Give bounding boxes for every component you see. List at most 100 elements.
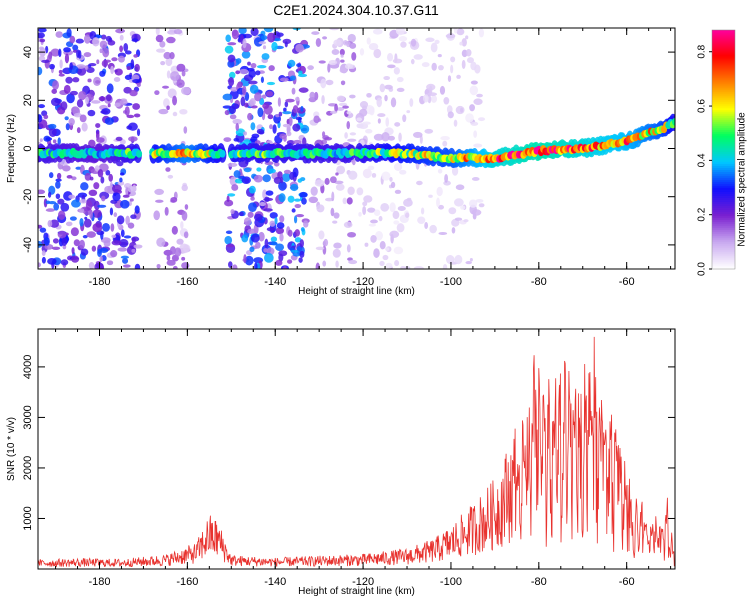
noise-blob (266, 91, 274, 97)
snr-data-point (218, 529, 219, 530)
noise-blob (99, 255, 103, 262)
noise-blob (470, 121, 479, 126)
colorbar-segment (712, 47, 735, 51)
noise-blob (79, 239, 85, 249)
colorbar-segment (712, 135, 735, 139)
spectrogram-x-tick-label: -60 (619, 276, 635, 288)
colorbar-segment (712, 181, 735, 184)
noise-blob (84, 65, 89, 71)
noise-blob (266, 81, 276, 86)
noise-blob (80, 248, 89, 256)
colorbar-segment (712, 127, 735, 131)
noise-blob (99, 263, 105, 269)
colorbar-segment (712, 63, 735, 67)
noise-blob (76, 64, 86, 69)
noise-blob (347, 231, 357, 238)
colorbar-tick-label: 0.2 (697, 207, 708, 221)
noise-blob (363, 195, 373, 203)
noise-blob (256, 65, 267, 69)
noise-blob (315, 37, 322, 47)
colorbar-segment (712, 257, 735, 260)
noise-blob (322, 245, 327, 255)
snr-data-point (121, 560, 122, 561)
noise-blob (320, 78, 327, 89)
noise-blob (159, 40, 166, 48)
noise-blob (242, 85, 247, 96)
noise-blob (373, 248, 380, 258)
noise-blob (342, 197, 347, 205)
noise-blob (51, 88, 58, 94)
noise-blob (71, 255, 80, 263)
colorbar-segment (712, 189, 735, 192)
noise-blob (265, 190, 274, 196)
noise-blob (110, 250, 118, 258)
snr-data-point (648, 513, 649, 514)
noise-blob (331, 49, 340, 56)
noise-blob (289, 171, 295, 181)
noise-blob (110, 65, 115, 75)
noise-blob (240, 96, 246, 107)
noise-blob (264, 238, 269, 249)
noise-blob (95, 34, 103, 39)
noise-blob (49, 219, 60, 228)
colorbar-segment (712, 83, 735, 87)
colorbar-segment (712, 255, 735, 258)
noise-blob (132, 79, 141, 84)
noise-blob (451, 166, 459, 176)
noise-blob (38, 32, 45, 39)
noise-blob (48, 200, 57, 205)
colorbar-segment (712, 251, 735, 254)
colorbar-segment (712, 97, 735, 101)
noise-blob (113, 77, 121, 82)
noise-blob (228, 105, 236, 114)
colorbar-segment (712, 117, 735, 121)
noise-blob (295, 43, 304, 53)
snr-data-point (617, 412, 618, 413)
snr-data-point (547, 377, 548, 378)
noise-blob (229, 71, 236, 79)
noise-blob (390, 97, 397, 108)
noise-blob (359, 101, 369, 109)
noise-blob (51, 246, 61, 250)
noise-blob (362, 121, 371, 125)
snr-x-axis-label: Height of straight line (km) (298, 586, 415, 597)
colorbar-segment (712, 229, 735, 232)
noise-blob (301, 197, 307, 205)
noise-blob (110, 223, 115, 232)
noise-blob (427, 92, 438, 97)
noise-blob (229, 114, 237, 120)
noise-blob (228, 76, 235, 87)
noise-blob (398, 36, 408, 42)
noise-blob (165, 167, 171, 172)
noise-blob (253, 37, 264, 47)
noise-blob (82, 234, 88, 239)
colorbar-segment (712, 57, 735, 61)
noise-blob (402, 114, 407, 123)
colorbar-segment (712, 73, 735, 77)
noise-blob (474, 64, 481, 74)
noise-blob (103, 240, 111, 247)
noise-blob (280, 176, 284, 184)
noise-blob (120, 255, 129, 259)
noise-blob (295, 96, 300, 102)
noise-blob (94, 165, 100, 172)
noise-blob (295, 213, 305, 218)
noise-blob (81, 122, 88, 132)
noise-blob (232, 264, 238, 269)
noise-blob (156, 48, 166, 53)
noise-blob (155, 28, 160, 36)
noise-blob (49, 63, 55, 70)
noise-blob (43, 237, 50, 246)
noise-blob (247, 211, 254, 218)
noise-blob (131, 248, 136, 253)
colorbar-segment (712, 175, 735, 178)
noise-blob (119, 34, 124, 41)
colorbar-segment (712, 193, 735, 196)
noise-blob (465, 260, 472, 265)
noise-blob (278, 250, 288, 257)
colorbar-segment (712, 159, 735, 163)
noise-blob (236, 58, 242, 64)
colorbar-segment (712, 93, 735, 97)
noise-blob (100, 34, 107, 40)
spectrogram-y-tick-label: -40 (22, 237, 34, 253)
